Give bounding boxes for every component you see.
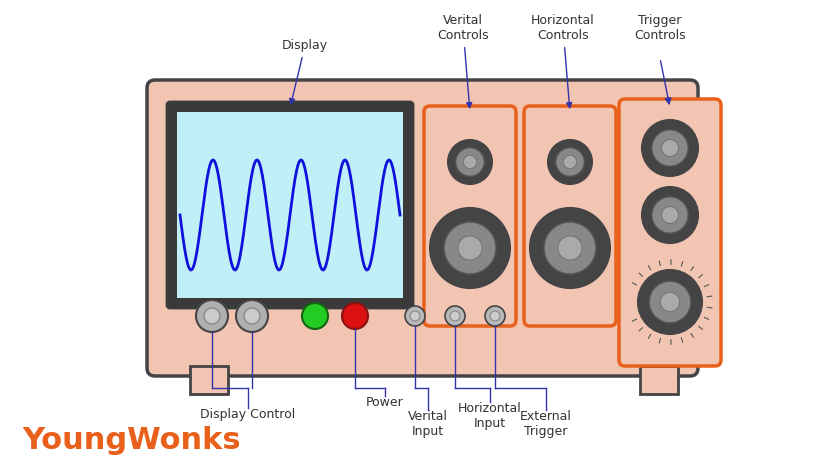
Circle shape: [642, 187, 698, 243]
FancyBboxPatch shape: [424, 106, 516, 326]
Circle shape: [302, 303, 328, 329]
Text: Display: Display: [282, 39, 328, 104]
Circle shape: [342, 303, 368, 329]
Circle shape: [652, 197, 688, 233]
Circle shape: [530, 208, 610, 288]
Text: Verital
Input: Verital Input: [408, 410, 448, 438]
Circle shape: [450, 311, 460, 321]
Circle shape: [638, 270, 702, 334]
Circle shape: [556, 148, 585, 176]
Bar: [177, 112, 403, 298]
Circle shape: [445, 306, 465, 326]
Circle shape: [244, 308, 260, 324]
Bar: [640, 366, 678, 394]
FancyBboxPatch shape: [147, 80, 698, 376]
Bar: [190, 366, 228, 394]
Circle shape: [464, 156, 476, 168]
Circle shape: [660, 292, 680, 312]
Circle shape: [485, 306, 505, 326]
Circle shape: [410, 311, 420, 321]
Circle shape: [448, 140, 492, 184]
Text: Trigger
Controls: Trigger Controls: [634, 14, 685, 42]
FancyBboxPatch shape: [167, 102, 413, 308]
Circle shape: [564, 156, 576, 168]
Text: External
Trigger: External Trigger: [520, 410, 572, 438]
Circle shape: [558, 236, 582, 260]
Circle shape: [196, 300, 228, 332]
Circle shape: [405, 306, 425, 326]
FancyBboxPatch shape: [524, 106, 616, 326]
Circle shape: [649, 281, 690, 323]
Circle shape: [430, 208, 510, 288]
Text: YoungWonks: YoungWonks: [22, 426, 240, 455]
Circle shape: [490, 311, 500, 321]
Circle shape: [444, 222, 496, 274]
Text: Display Control: Display Control: [201, 408, 296, 421]
FancyBboxPatch shape: [619, 99, 721, 366]
Text: Horizontal
Input: Horizontal Input: [458, 402, 522, 430]
Circle shape: [458, 236, 482, 260]
Circle shape: [544, 222, 596, 274]
Circle shape: [652, 130, 688, 166]
Text: Verital
Controls: Verital Controls: [437, 14, 489, 108]
Circle shape: [662, 207, 679, 223]
Circle shape: [548, 140, 592, 184]
Circle shape: [642, 120, 698, 176]
Text: Power: Power: [366, 396, 404, 409]
Circle shape: [662, 140, 679, 157]
Circle shape: [455, 148, 485, 176]
Circle shape: [204, 308, 220, 324]
Text: Horizontal
Controls: Horizontal Controls: [531, 14, 595, 108]
Circle shape: [236, 300, 268, 332]
